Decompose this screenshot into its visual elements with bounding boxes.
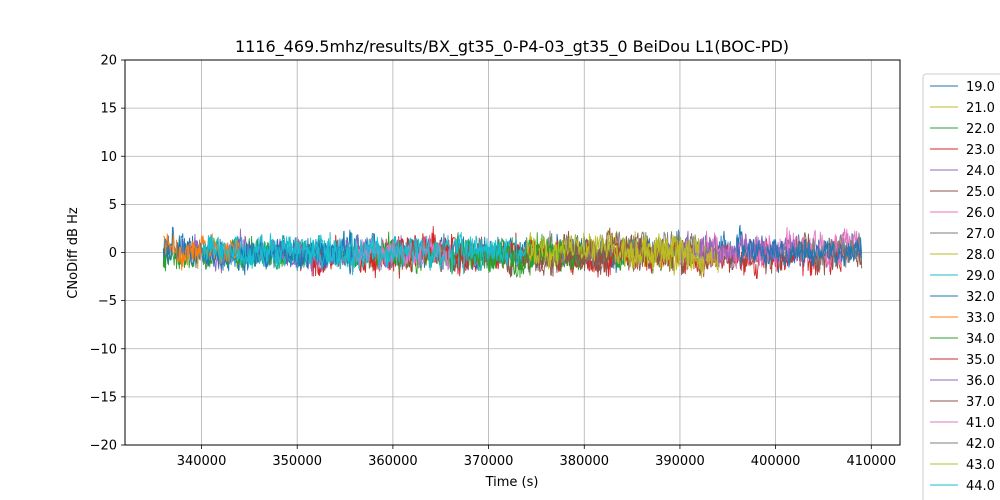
legend-label: 37.0: [966, 395, 995, 410]
series-line-33-0: [162, 233, 241, 271]
y-tick-label: 0: [109, 246, 117, 261]
legend-label: 41.0: [966, 416, 995, 431]
legend-label: 21.0: [966, 101, 995, 116]
legend-label: 26.0: [966, 206, 995, 221]
y-tick-label: −10: [90, 342, 117, 357]
legend: 19.0 21.0 22.0 23.0 24.0 25.0 26.0 27.0 28.0 29.0…: [922, 73, 1000, 500]
y-tick-label: 10: [100, 150, 117, 165]
legend-label: 22.0: [966, 122, 995, 137]
x-tick-label: 390000: [655, 454, 705, 469]
legend-label: 29.0: [966, 269, 995, 284]
legend-label: 28.0: [966, 248, 995, 263]
legend-label: 24.0: [966, 164, 995, 179]
legend-label: 36.0: [966, 374, 995, 389]
legend-label: 32.0: [966, 290, 995, 305]
x-tick-label: 370000: [464, 454, 514, 469]
y-axis-label: CNoDiff dB Hz: [66, 207, 81, 299]
x-axis-ticks: 340000 350000 360000 370000 380000 390000 4000…: [177, 445, 896, 469]
x-tick-label: 350000: [272, 454, 322, 469]
legend-label: 34.0: [966, 332, 995, 347]
series-line-45-0: [736, 238, 863, 268]
x-tick-label: 360000: [368, 454, 418, 469]
y-tick-label: −15: [90, 390, 117, 405]
legend-label: 25.0: [966, 185, 995, 200]
x-tick-label: 340000: [177, 454, 227, 469]
chart-title: 1116_469.5mhz/results/BX_gt35_0-P4-03_gt…: [235, 37, 789, 57]
x-tick-label: 410000: [846, 454, 896, 469]
legend-label: 42.0: [966, 437, 995, 452]
legend-box: [922, 73, 1000, 500]
x-axis-label: Time (s): [485, 475, 539, 490]
y-tick-label: −5: [98, 294, 117, 309]
legend-label: 27.0: [966, 227, 995, 242]
legend-label: 19.0: [966, 80, 995, 95]
series-line-43-0: [526, 232, 700, 270]
legend-label: 35.0: [966, 353, 995, 368]
plot-series: [162, 224, 863, 279]
y-tick-label: 20: [100, 54, 117, 69]
legend-label: 33.0: [966, 311, 995, 326]
legend-label: 44.0: [966, 479, 995, 494]
y-axis-ticks: −20 −15 −10 −5 0 5 10 15 20: [90, 54, 125, 454]
y-tick-label: 15: [100, 102, 117, 117]
legend-label: 23.0: [966, 143, 995, 158]
y-tick-label: −20: [90, 439, 117, 454]
x-tick-label: 400000: [751, 454, 801, 469]
x-tick-label: 380000: [559, 454, 609, 469]
series-line-44-0: [201, 231, 509, 276]
legend-label: 43.0: [966, 458, 995, 473]
y-tick-label: 5: [109, 198, 117, 213]
